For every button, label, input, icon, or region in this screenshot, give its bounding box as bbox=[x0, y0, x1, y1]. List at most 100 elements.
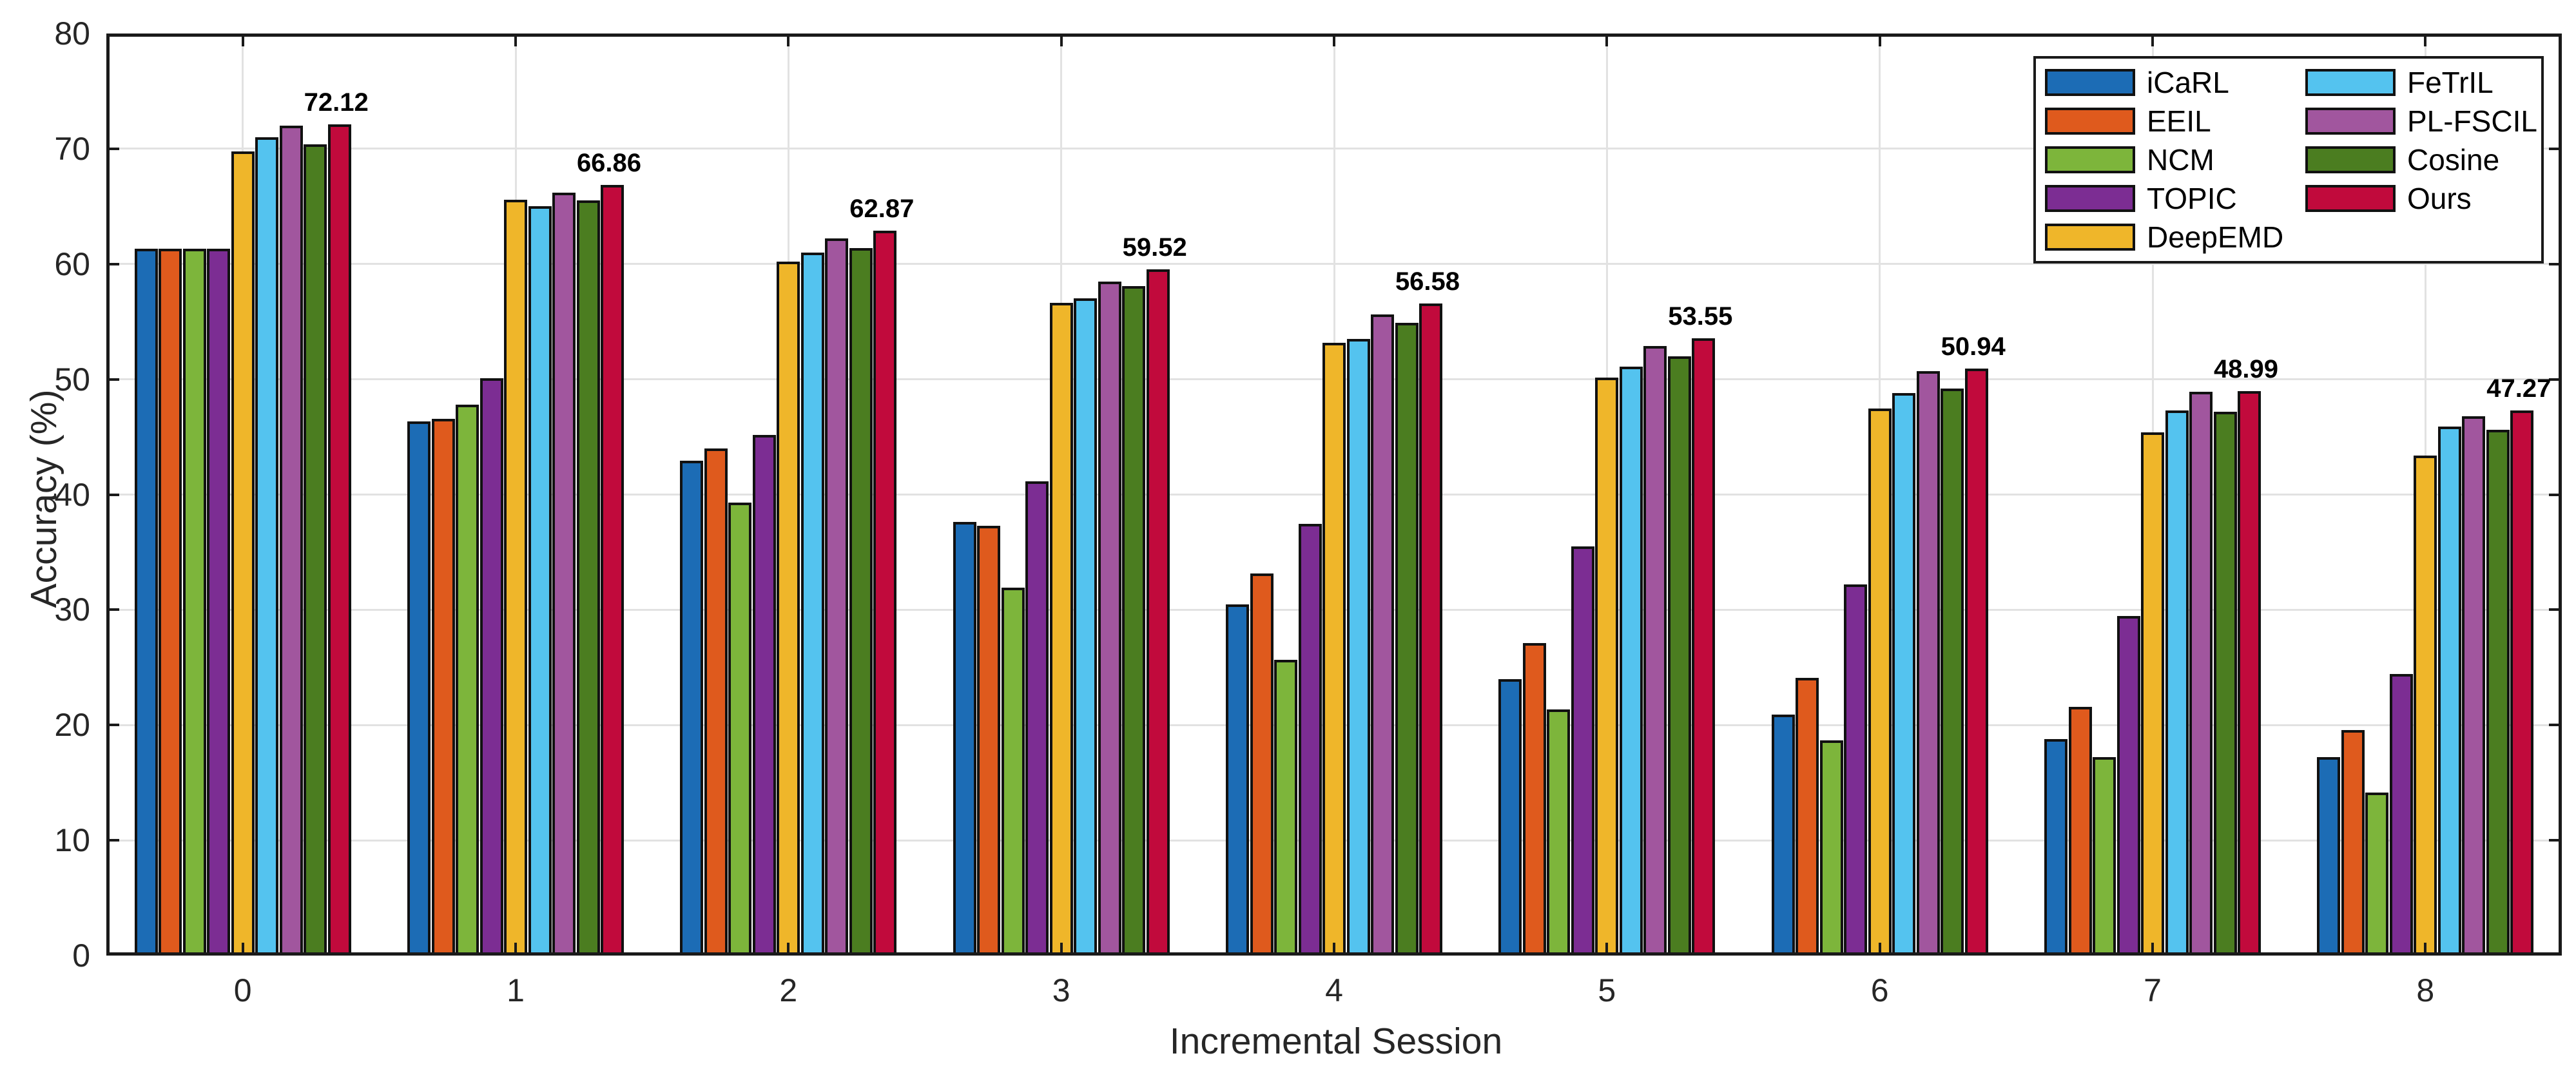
y-tick-label-50: 50 bbox=[54, 361, 90, 398]
y-tick-label-30: 30 bbox=[54, 592, 90, 628]
bar-iCaRL-session-3 bbox=[953, 521, 976, 956]
y-tick-left-50 bbox=[106, 378, 119, 381]
bar-Cosine-session-0 bbox=[304, 144, 327, 956]
bar-TOPIC-session-3 bbox=[1025, 481, 1049, 956]
x-tick-top-3 bbox=[1060, 34, 1063, 46]
y-tick-right-70 bbox=[2549, 147, 2562, 150]
bar-NCM-session-1 bbox=[456, 404, 479, 956]
legend-swatch-Ours bbox=[2305, 185, 2396, 212]
bar-Cosine-session-4 bbox=[1395, 322, 1419, 956]
bar-EEIL-session-1 bbox=[431, 418, 455, 956]
bar-iCaRL-session-5 bbox=[1498, 679, 1522, 956]
y-tick-label-20: 20 bbox=[54, 707, 90, 744]
bar-DeepEMD-session-2 bbox=[777, 261, 800, 956]
bar-iCaRL-session-8 bbox=[2317, 757, 2341, 956]
bar-PL-FSCIL-session-7 bbox=[2189, 392, 2213, 956]
bar-Ours-session-0 bbox=[327, 124, 351, 956]
y-tick-left-10 bbox=[106, 839, 119, 842]
legend-label-PL-FSCIL: PL-FSCIL bbox=[2407, 104, 2537, 138]
y-tick-label-80: 80 bbox=[54, 15, 90, 52]
legend-swatch-TOPIC bbox=[2045, 185, 2135, 212]
bar-iCaRL-session-1 bbox=[407, 421, 431, 956]
y-tick-label-10: 10 bbox=[54, 822, 90, 859]
bar-NCM-session-2 bbox=[728, 502, 752, 956]
x-tick-label-7: 7 bbox=[2144, 972, 2162, 1008]
bar-FeTrIL-session-5 bbox=[1619, 366, 1643, 956]
bar-EEIL-session-3 bbox=[977, 525, 1001, 956]
y-tick-right-30 bbox=[2549, 608, 2562, 611]
value-label-Ours-session-7: 48.99 bbox=[2213, 354, 2279, 383]
bar-NCM-session-5 bbox=[1547, 709, 1571, 956]
bar-FeTrIL-session-2 bbox=[800, 252, 824, 956]
bar-TOPIC-session-4 bbox=[1298, 523, 1322, 956]
bar-EEIL-session-5 bbox=[1522, 642, 1546, 956]
x-tick-bottom-6 bbox=[1878, 943, 1881, 956]
bar-DeepEMD-session-0 bbox=[231, 151, 255, 956]
legend-label-Ours: Ours bbox=[2407, 182, 2472, 215]
bar-FeTrIL-session-3 bbox=[1074, 298, 1098, 956]
bar-Cosine-session-3 bbox=[1122, 285, 1146, 956]
value-label-Ours-session-4: 56.58 bbox=[1395, 267, 1460, 296]
legend-swatch-EEIL bbox=[2045, 108, 2135, 135]
x-tick-top-0 bbox=[241, 34, 244, 46]
legend-label-EEIL: EEIL bbox=[2147, 104, 2211, 138]
bar-TOPIC-session-0 bbox=[207, 249, 231, 956]
legend-swatch-iCaRL bbox=[2045, 69, 2135, 96]
x-tick-label-2: 2 bbox=[779, 972, 798, 1008]
bar-DeepEMD-session-1 bbox=[504, 199, 527, 956]
bar-NCM-session-6 bbox=[1819, 740, 1843, 956]
legend-label-iCaRL: iCaRL bbox=[2147, 66, 2229, 99]
x-tick-top-8 bbox=[2424, 34, 2427, 46]
bar-PL-FSCIL-session-3 bbox=[1098, 281, 1121, 956]
bar-DeepEMD-session-5 bbox=[1595, 378, 1619, 956]
x-tick-label-3: 3 bbox=[1052, 972, 1070, 1008]
x-tick-bottom-2 bbox=[787, 943, 790, 956]
bar-PL-FSCIL-session-6 bbox=[1916, 371, 1940, 956]
bar-Cosine-session-6 bbox=[1941, 388, 1964, 956]
legend-swatch-NCM bbox=[2045, 146, 2135, 173]
value-label-Ours-session-5: 53.55 bbox=[1668, 302, 1733, 331]
bar-TOPIC-session-2 bbox=[752, 435, 776, 956]
bar-Ours-session-8 bbox=[2510, 410, 2534, 956]
x-tick-top-5 bbox=[1605, 34, 1609, 46]
x-tick-label-5: 5 bbox=[1598, 972, 1616, 1008]
x-tick-bottom-1 bbox=[514, 943, 517, 956]
bar-iCaRL-session-2 bbox=[680, 460, 704, 956]
legend-label-FeTrIL: FeTrIL bbox=[2407, 66, 2494, 99]
x-tick-label-8: 8 bbox=[2416, 972, 2435, 1008]
bar-FeTrIL-session-4 bbox=[1346, 339, 1370, 956]
bar-Ours-session-6 bbox=[1964, 368, 1988, 956]
bar-EEIL-session-2 bbox=[704, 448, 728, 956]
bar-NCM-session-0 bbox=[182, 249, 206, 956]
x-tick-label-4: 4 bbox=[1325, 972, 1343, 1008]
y-tick-left-60 bbox=[106, 262, 119, 265]
bar-TOPIC-session-7 bbox=[2116, 616, 2140, 956]
y-tick-right-10 bbox=[2549, 839, 2562, 842]
bar-PL-FSCIL-session-8 bbox=[2462, 416, 2486, 956]
bar-TOPIC-session-6 bbox=[1844, 584, 1868, 956]
bar-NCM-session-4 bbox=[1274, 659, 1297, 956]
legend-swatch-DeepEMD bbox=[2045, 224, 2135, 251]
y-tick-right-40 bbox=[2549, 493, 2562, 496]
x-tick-top-6 bbox=[1878, 34, 1881, 46]
bar-FeTrIL-session-0 bbox=[255, 137, 279, 956]
bar-FeTrIL-session-8 bbox=[2437, 426, 2461, 956]
value-label-Ours-session-2: 62.87 bbox=[849, 195, 915, 224]
y-tick-label-60: 60 bbox=[54, 245, 90, 282]
bar-PL-FSCIL-session-0 bbox=[279, 126, 303, 956]
bar-EEIL-session-0 bbox=[159, 249, 182, 956]
bar-Ours-session-7 bbox=[2238, 390, 2261, 956]
bar-Cosine-session-7 bbox=[2213, 411, 2237, 956]
bar-TOPIC-session-1 bbox=[479, 378, 503, 956]
bar-Ours-session-2 bbox=[873, 231, 897, 956]
bar-DeepEMD-session-6 bbox=[1868, 408, 1892, 956]
value-label-Ours-session-3: 59.52 bbox=[1122, 233, 1187, 262]
bar-TOPIC-session-5 bbox=[1571, 546, 1594, 956]
bar-FeTrIL-session-6 bbox=[1892, 393, 1916, 956]
x-tick-bottom-4 bbox=[1333, 943, 1335, 956]
x-tick-top-4 bbox=[1333, 34, 1335, 46]
value-label-Ours-session-8: 47.27 bbox=[2486, 374, 2552, 403]
legend-swatch-Cosine bbox=[2305, 146, 2396, 173]
y-tick-right-20 bbox=[2549, 724, 2562, 727]
